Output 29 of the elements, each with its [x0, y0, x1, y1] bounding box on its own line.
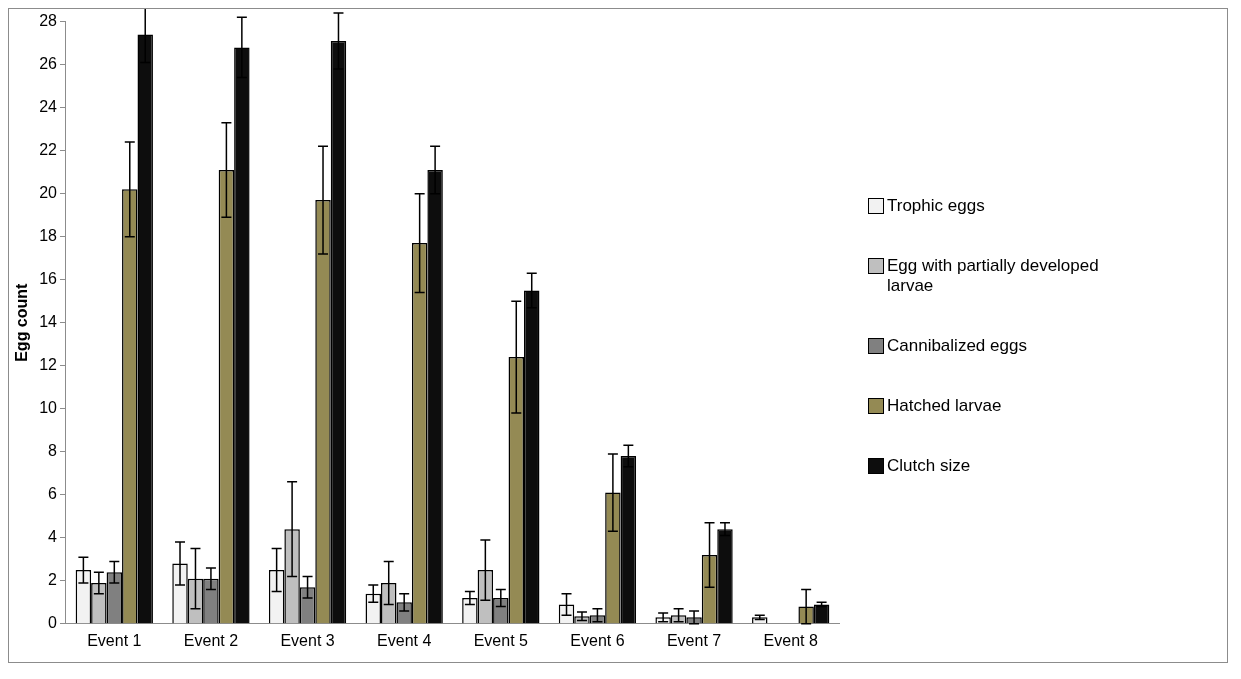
y-tick-label: 18 — [39, 227, 58, 245]
y-tick-label: 26 — [39, 55, 58, 73]
y-tick-label: 6 — [48, 485, 58, 503]
y-tick-label: 28 — [39, 12, 58, 30]
x-tick-label: Event 3 — [280, 631, 335, 649]
y-tick-label: 16 — [39, 270, 58, 288]
y-tick-label: 0 — [48, 614, 58, 632]
y-tick-label: 20 — [39, 184, 58, 202]
y-tick-label: 22 — [39, 141, 58, 159]
x-tick-label: Event 8 — [763, 631, 818, 649]
x-tick-label: Event 2 — [183, 631, 239, 649]
legend-label: Clutch size — [887, 455, 971, 476]
y-tick-label: 14 — [39, 313, 58, 331]
legend-label: Cannibalized eggs — [887, 335, 1027, 356]
x-tick-label: Event 6 — [570, 631, 625, 649]
y-tick-label: 24 — [39, 98, 58, 116]
x-tick-label: Event 5 — [473, 631, 529, 649]
y-tick-label: 8 — [48, 442, 58, 460]
legend-label: Trophic eggs — [887, 195, 985, 216]
y-tick-label: 10 — [39, 399, 58, 417]
y-axis-title: Egg count — [13, 282, 31, 362]
x-tick-label: Event 4 — [377, 631, 432, 649]
x-tick-label: Event 7 — [666, 631, 722, 649]
y-tick-label: 2 — [48, 571, 58, 589]
x-tick-label: Event 1 — [87, 631, 142, 649]
legend-label: Hatched larvae — [887, 395, 1002, 416]
y-tick-label: 12 — [39, 356, 58, 374]
y-tick-label: 4 — [48, 528, 58, 546]
legend-label: Egg with partially developed larvae — [887, 255, 1100, 296]
